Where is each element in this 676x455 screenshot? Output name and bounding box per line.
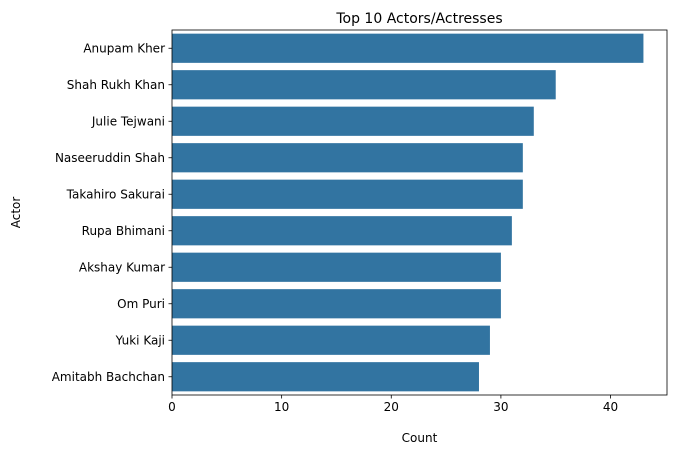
bar-yuki-kaji (172, 325, 490, 355)
x-tick-label: 20 (384, 400, 399, 414)
bar-anupam-kher (172, 33, 644, 63)
x-tick-label: 0 (168, 400, 176, 414)
x-axis-label: Count (402, 431, 438, 445)
x-tick-label: 40 (603, 400, 618, 414)
y-tick-label: Anupam Kher (83, 41, 165, 55)
y-tick-label: Rupa Bhimani (82, 224, 165, 238)
bar-takahiro-sakurai (172, 179, 523, 209)
y-tick-label: Shah Rukh Khan (67, 78, 165, 92)
plot-frame (171, 29, 668, 396)
bar-om-puri (172, 289, 501, 319)
y-tick-label: Amitabh Bachchan (52, 370, 165, 384)
y-tick-label: Yuki Kaji (115, 333, 165, 347)
y-tick-label: Naseeruddin Shah (55, 151, 165, 165)
bar-shah-rukh-khan (172, 70, 556, 100)
x-tick-label: 10 (274, 400, 289, 414)
bar-naseeruddin-shah (172, 143, 523, 173)
y-axis: Anupam Kher Shah Rukh Khan Julie Tejwani Na… (52, 41, 172, 384)
y-tick-label: Om Puri (117, 297, 165, 311)
y-axis-label: Actor (9, 197, 23, 229)
y-tick-label: Takahiro Sakurai (66, 187, 165, 201)
bar-amitabh-bachchan (172, 362, 479, 392)
x-tick-label: 30 (493, 400, 508, 414)
y-tick-label: Julie Tejwani (91, 114, 165, 128)
bar-julie-tejwani (172, 106, 534, 136)
bars-layer (172, 33, 644, 392)
y-tick-label: Akshay Kumar (79, 260, 165, 274)
chart-title: Top 10 Actors/Actresses (335, 11, 502, 27)
x-axis: 0 10 20 30 40 (168, 395, 618, 414)
bar-akshay-kumar (172, 252, 501, 282)
bar-rupa-bhimani (172, 216, 512, 246)
